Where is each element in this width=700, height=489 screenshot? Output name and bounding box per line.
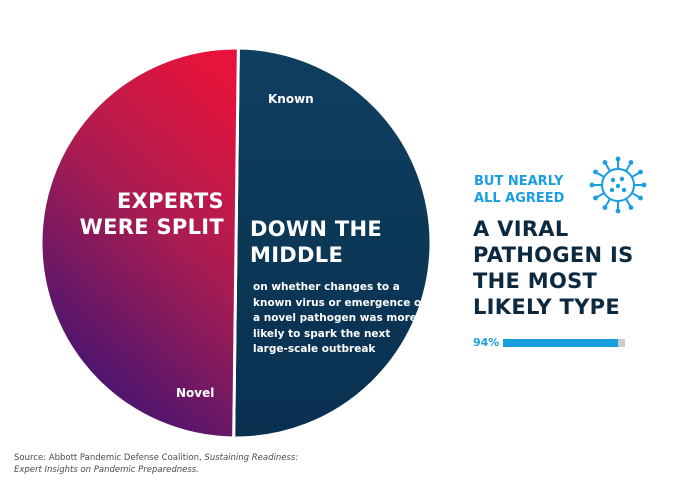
side-headline-line4: LIKELY TYPE — [473, 295, 621, 319]
side-kicker-line1: BUT NEARLY — [474, 174, 564, 189]
description: on whether changes to a known virus or e… — [253, 281, 426, 355]
percent-bar-fill — [503, 339, 618, 347]
virus-icon — [589, 156, 647, 214]
headline-left-line1: EXPERTS — [116, 189, 224, 213]
slice-label-known: Known — [268, 92, 314, 106]
pie-slice-novel — [39, 46, 240, 440]
side-headline-line3: THE MOST — [473, 269, 598, 293]
percent-label: 94% — [473, 336, 500, 349]
headline-right-line1: DOWN THE — [250, 217, 382, 241]
headline-right: DOWN THE MIDDLE — [250, 216, 420, 268]
side-headline-line2: PATHOGEN IS — [473, 243, 634, 267]
headline-left-line2: WERE SPLIT — [79, 215, 224, 239]
side-kicker-line2: ALL AGREED — [474, 191, 565, 206]
side-kicker: BUT NEARLY ALL AGREED — [474, 173, 594, 207]
headline-left: EXPERTS WERE SPLIT — [60, 188, 224, 240]
source-note: Source: Abbott Pandemic Defense Coalitio… — [14, 452, 298, 476]
slice-label-novel: Novel — [176, 386, 215, 400]
side-headline-line1: A VIRAL — [473, 217, 569, 241]
side-headline: A VIRAL PATHOGEN IS THE MOST LIKELY TYPE — [473, 216, 663, 320]
source-title-line2: Expert Insights on Pandemic Preparedness… — [14, 465, 199, 475]
headline-right-line2: MIDDLE — [250, 243, 344, 267]
percent-bar — [503, 339, 625, 347]
pie-slice-known — [232, 46, 433, 440]
source-prefix: Source: Abbott Pandemic Defense Coalitio… — [14, 453, 205, 463]
source-title-line1: Sustaining Readiness: — [204, 453, 299, 463]
